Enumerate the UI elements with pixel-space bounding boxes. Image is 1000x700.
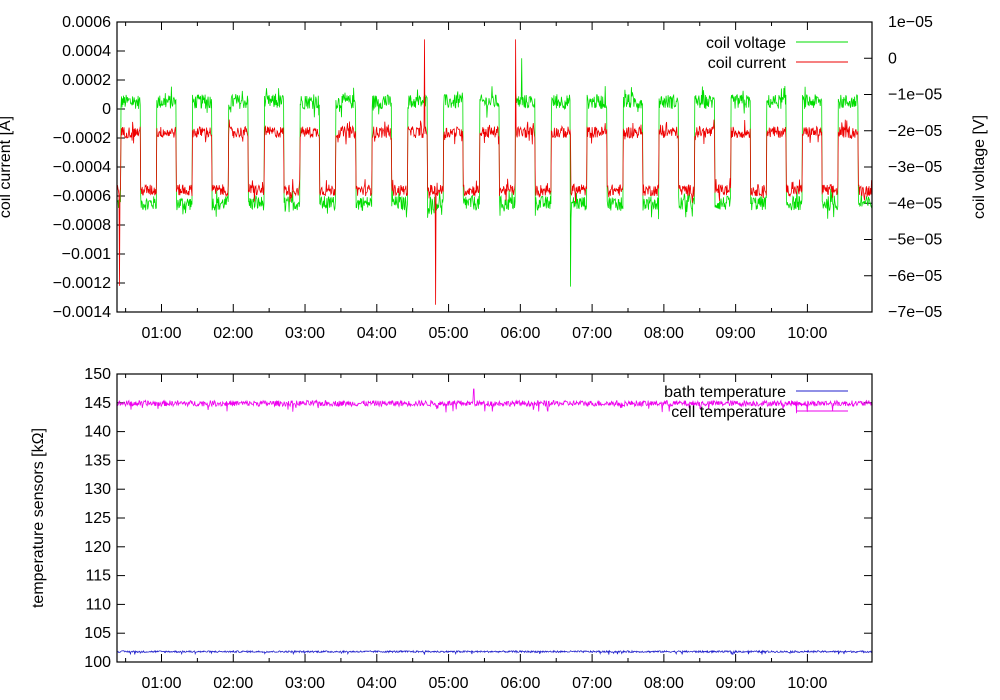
series-line-bath-temperature: [116, 649, 873, 656]
x-tick-label: 01:00: [141, 325, 181, 342]
bottom-legend: bath temperature cell temperature: [664, 384, 848, 421]
series-line-coil-voltage: [116, 58, 873, 287]
y-tick-label: 125: [84, 510, 111, 527]
top-plot-frame: [116, 21, 873, 313]
y-left-tick-label: 0.0006: [62, 14, 111, 31]
x-tick-label: 10:00: [787, 675, 827, 692]
y-tick-label: 110: [85, 596, 111, 613]
bottom-x-tick-labels: 01:00 02:00 03:00 04:00 05:00 06:00 07:00 08:00…: [141, 675, 827, 692]
bottom-plot-frame: [116, 373, 873, 663]
x-tick-label: 03:00: [285, 325, 325, 342]
y-tick-label: 130: [84, 481, 111, 498]
top-right-tick-labels: 1e−05 0 −1e−05 −2e−05 −3e−05 −4e−05 −5e−05 −6e−…: [888, 14, 942, 321]
series-line-coil-current: [116, 39, 873, 305]
y-left-tick-label: 0: [102, 101, 111, 118]
y-left-tick-label: 0.0002: [62, 72, 111, 89]
y-tick-label: 120: [84, 539, 111, 556]
y-left-tick-label: −0.0014: [53, 304, 111, 321]
x-tick-label: 08:00: [644, 325, 684, 342]
y-left-tick-label: −0.0006: [53, 188, 111, 205]
x-tick-label: 02:00: [213, 325, 253, 342]
top-axis-ticks: [117, 21, 872, 313]
y-tick-label: 150: [84, 366, 111, 383]
y-tick-label: 145: [84, 395, 111, 412]
y-right-tick-label: −6e−05: [888, 268, 942, 285]
y-left-tick-label: 0.0004: [62, 43, 111, 60]
top-left-tick-labels: 0.0006 0.0004 0.0002 0 −0.0002 −0.0004 −0.0006…: [53, 14, 111, 321]
y-tick-label: 140: [84, 424, 111, 441]
x-tick-label: 07:00: [572, 325, 612, 342]
bottom-left-tick-labels: 150 145 140 135 130 125 120 115 110 105 100: [84, 366, 111, 671]
coil-panel: 0.0006 0.0004 0.0002 0 −0.0002 −0.0004 −0.0006…: [0, 14, 988, 342]
x-tick-label: 07:00: [572, 675, 612, 692]
x-tick-label: 09:00: [716, 325, 756, 342]
top-x-tick-labels: 01:00 02:00 03:00 04:00 05:00 06:00 07:00 08:00…: [141, 325, 827, 342]
series-line-cell-temperature: [116, 388, 873, 414]
y-right-tick-label: −7e−05: [888, 304, 942, 321]
x-tick-label: 10:00: [787, 325, 827, 342]
bottom-series-lines: [116, 388, 873, 656]
y-left-tick-label: −0.001: [62, 246, 111, 263]
y-left-tick-label: −0.0002: [53, 130, 111, 147]
top-legend: coil voltage coil current: [706, 35, 848, 72]
x-tick-label: 01:00: [141, 675, 181, 692]
x-tick-label: 02:00: [213, 675, 253, 692]
top-series-lines: [116, 39, 873, 305]
x-tick-label: 03:00: [285, 675, 325, 692]
y-tick-label: 135: [84, 452, 111, 469]
y-right-tick-label: −1e−05: [888, 87, 942, 104]
y-right-tick-label: −5e−05: [888, 232, 942, 249]
legend-label-cell-temperature: cell temperature: [671, 404, 786, 421]
legend-label-bath-temperature: bath temperature: [664, 384, 786, 401]
y-left-tick-label: −0.0004: [53, 159, 111, 176]
x-tick-label: 08:00: [644, 675, 684, 692]
top-right-axis-title: coil voltage [V]: [971, 115, 988, 219]
x-tick-label: 04:00: [357, 675, 397, 692]
legend-label-coil-voltage: coil voltage: [706, 35, 786, 52]
y-right-tick-label: −3e−05: [888, 159, 942, 176]
y-left-tick-label: −0.0012: [53, 275, 111, 292]
x-tick-label: 05:00: [429, 325, 469, 342]
y-left-tick-label: −0.0008: [53, 217, 111, 234]
x-tick-label: 04:00: [357, 325, 397, 342]
y-tick-label: 105: [84, 625, 111, 642]
y-right-tick-label: −4e−05: [888, 195, 942, 212]
x-tick-label: 06:00: [500, 675, 540, 692]
y-right-tick-label: −2e−05: [888, 123, 942, 140]
y-tick-label: 115: [85, 568, 111, 585]
top-left-axis-title: coil current [A]: [0, 116, 14, 218]
x-tick-label: 05:00: [429, 675, 469, 692]
bottom-left-axis-title: temperature sensors [kΩ]: [30, 428, 47, 608]
y-right-tick-label: 0: [888, 50, 897, 67]
y-right-tick-label: 1e−05: [888, 14, 933, 31]
x-tick-label: 09:00: [716, 675, 756, 692]
x-tick-label: 06:00: [500, 325, 540, 342]
legend-label-coil-current: coil current: [708, 55, 787, 72]
y-tick-label: 100: [84, 654, 111, 671]
